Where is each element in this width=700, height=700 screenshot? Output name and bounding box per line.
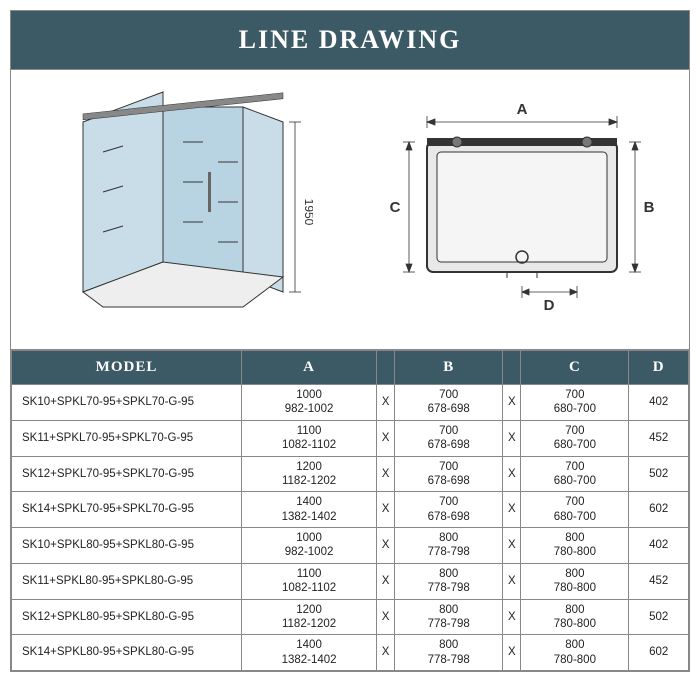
cell-sep: X	[503, 528, 521, 564]
cell-b: 700678-698	[395, 492, 503, 528]
cell-c: 800780-800	[521, 635, 629, 671]
cell-sep: X	[377, 456, 395, 492]
cell-b: 800778-798	[395, 635, 503, 671]
cell-model: SK11+SPKL70-95+SPKL70-G-95	[12, 420, 242, 456]
svg-text:B: B	[644, 199, 655, 216]
cell-b: 800778-798	[395, 528, 503, 564]
cell-sep: X	[503, 635, 521, 671]
cell-d: 602	[629, 492, 689, 528]
cell-b: 800778-798	[395, 563, 503, 599]
cell-model: SK14+SPKL70-95+SPKL70-G-95	[12, 492, 242, 528]
col-b: B	[395, 351, 503, 385]
table-row: SK10+SPKL70-95+SPKL70-G-951000982-1002X7…	[12, 385, 689, 421]
table-row: SK12+SPKL80-95+SPKL80-G-9512001182-1202X…	[12, 599, 689, 635]
cell-d: 502	[629, 456, 689, 492]
cell-c: 800780-800	[521, 563, 629, 599]
cell-model: SK10+SPKL70-95+SPKL70-G-95	[12, 385, 242, 421]
cell-a: 12001182-1202	[242, 599, 377, 635]
cell-sep: X	[377, 599, 395, 635]
plan-diagram: A B C	[377, 92, 657, 327]
cell-d: 402	[629, 528, 689, 564]
cell-sep: X	[377, 635, 395, 671]
cell-model: SK12+SPKL80-95+SPKL80-G-95	[12, 599, 242, 635]
cell-b: 700678-698	[395, 456, 503, 492]
col-d: D	[629, 351, 689, 385]
cell-a: 12001182-1202	[242, 456, 377, 492]
cell-sep: X	[503, 563, 521, 599]
cell-a: 1000982-1002	[242, 528, 377, 564]
cell-a: 11001082-1102	[242, 563, 377, 599]
cell-model: SK10+SPKL80-95+SPKL80-G-95	[12, 528, 242, 564]
cell-sep: X	[377, 420, 395, 456]
cell-sep: X	[503, 420, 521, 456]
cell-sep: X	[503, 599, 521, 635]
table-row: SK14+SPKL70-95+SPKL70-G-9514001382-1402X…	[12, 492, 689, 528]
cell-sep: X	[503, 456, 521, 492]
cell-a: 14001382-1402	[242, 635, 377, 671]
col-a: A	[242, 351, 377, 385]
cell-c: 800780-800	[521, 528, 629, 564]
cell-d: 402	[629, 385, 689, 421]
cell-b: 700678-698	[395, 420, 503, 456]
cell-model: SK11+SPKL80-95+SPKL80-G-95	[12, 563, 242, 599]
drawing-area: 1950 A	[10, 70, 690, 350]
cell-d: 602	[629, 635, 689, 671]
cell-b: 700678-698	[395, 385, 503, 421]
height-label: 1950	[302, 199, 313, 226]
cell-sep: X	[503, 385, 521, 421]
table-row: SK12+SPKL70-95+SPKL70-G-9512001182-1202X…	[12, 456, 689, 492]
table-row: SK11+SPKL80-95+SPKL80-G-9511001082-1102X…	[12, 563, 689, 599]
cell-d: 452	[629, 563, 689, 599]
cell-sep: X	[377, 528, 395, 564]
cell-sep: X	[377, 385, 395, 421]
cell-sep: X	[503, 492, 521, 528]
cell-d: 452	[629, 420, 689, 456]
cell-a: 14001382-1402	[242, 492, 377, 528]
cell-model: SK12+SPKL70-95+SPKL70-G-95	[12, 456, 242, 492]
table-row: SK11+SPKL70-95+SPKL70-G-9511001082-1102X…	[12, 420, 689, 456]
cell-c: 700680-700	[521, 492, 629, 528]
cell-b: 800778-798	[395, 599, 503, 635]
col-model: MODEL	[12, 351, 242, 385]
cell-c: 700680-700	[521, 385, 629, 421]
cell-sep: X	[377, 563, 395, 599]
svg-text:C: C	[390, 199, 401, 216]
title-banner: LINE DRAWING	[10, 10, 690, 70]
enclosure-3d-diagram: 1950	[43, 82, 313, 337]
cell-c: 700680-700	[521, 456, 629, 492]
cell-c: 800780-800	[521, 599, 629, 635]
cell-sep: X	[377, 492, 395, 528]
table-row: SK14+SPKL80-95+SPKL80-G-9514001382-1402X…	[12, 635, 689, 671]
cell-a: 1000982-1002	[242, 385, 377, 421]
svg-text:D: D	[544, 297, 555, 314]
table-row: SK10+SPKL80-95+SPKL80-G-951000982-1002X8…	[12, 528, 689, 564]
cell-model: SK14+SPKL80-95+SPKL80-G-95	[12, 635, 242, 671]
table-header-row: MODEL A B C D	[12, 351, 689, 385]
cell-d: 502	[629, 599, 689, 635]
col-c: C	[521, 351, 629, 385]
cell-c: 700680-700	[521, 420, 629, 456]
svg-text:A: A	[517, 101, 528, 118]
cell-a: 11001082-1102	[242, 420, 377, 456]
spec-table: MODEL A B C D SK10+SPKL70-95+SPKL70-G-95…	[10, 350, 690, 672]
